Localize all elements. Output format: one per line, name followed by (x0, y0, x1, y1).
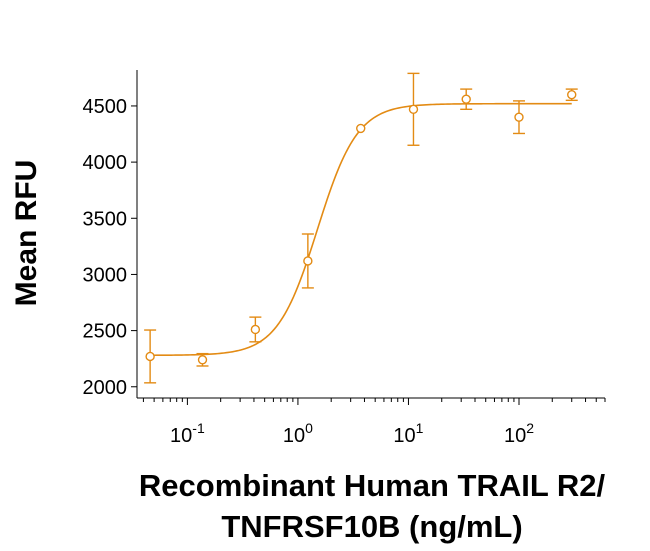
data-point (567, 90, 577, 100)
data-point (356, 123, 366, 134)
x-tick-label: 101 (393, 420, 423, 447)
y-tick-label: 3000 (83, 264, 128, 286)
x-ticks: 10-1 100 101 102 (142, 398, 606, 447)
y-axis-title: Mean RFU (10, 160, 43, 307)
x-tick-label: 100 (283, 420, 313, 447)
x-tick-label: 10-1 (170, 420, 205, 447)
y-tick-label: 4000 (83, 152, 128, 174)
y-tick-label: 3500 (83, 208, 128, 230)
x-axis-title-line-2: TNFRSF10B (ng/mL) (221, 509, 522, 544)
axes (136, 70, 605, 399)
data-point (303, 256, 313, 266)
y-ticks: 2000 2500 3000 3500 4000 4500 (83, 96, 137, 399)
fit-curve (150, 102, 572, 357)
data-point (514, 112, 524, 122)
y-tick-label: 2500 (83, 321, 128, 343)
y-tick-label: 2000 (83, 377, 128, 399)
data-point (461, 94, 471, 104)
data-point (145, 351, 155, 362)
data-point (408, 104, 419, 115)
x-axis-title-line-1: Recombinant Human TRAIL R2/ (139, 468, 606, 503)
data-point (250, 324, 261, 335)
data-point (197, 355, 208, 365)
y-tick-label: 4500 (83, 96, 128, 118)
data-points (144, 72, 578, 384)
x-tick-label: 102 (504, 420, 534, 447)
fit-curve-group (150, 102, 572, 357)
